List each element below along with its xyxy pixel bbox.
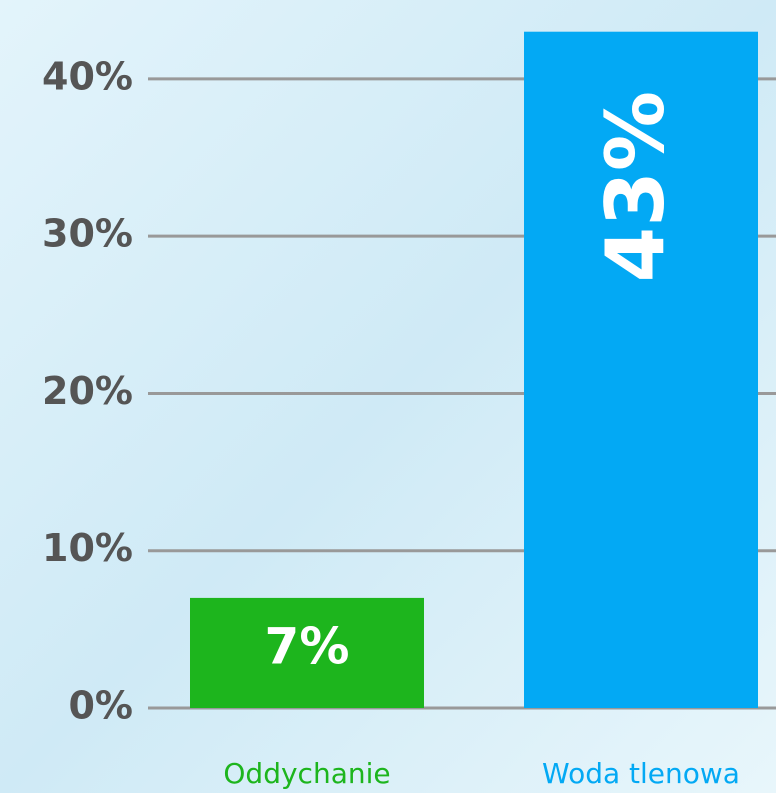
y-tick-label: 10% bbox=[42, 526, 133, 570]
bar bbox=[524, 31, 758, 708]
y-tick-label: 40% bbox=[42, 54, 133, 98]
bar bbox=[190, 597, 424, 708]
y-tick-label: 30% bbox=[42, 212, 133, 256]
y-tick-label: 20% bbox=[42, 369, 133, 413]
y-tick-label: 0% bbox=[68, 684, 133, 728]
x-tick-label: Woda tlenowa bbox=[542, 757, 740, 790]
x-tick-label: Oddychanie bbox=[223, 757, 390, 790]
value-label: 43% bbox=[589, 91, 682, 282]
value-label: 7% bbox=[265, 618, 350, 676]
